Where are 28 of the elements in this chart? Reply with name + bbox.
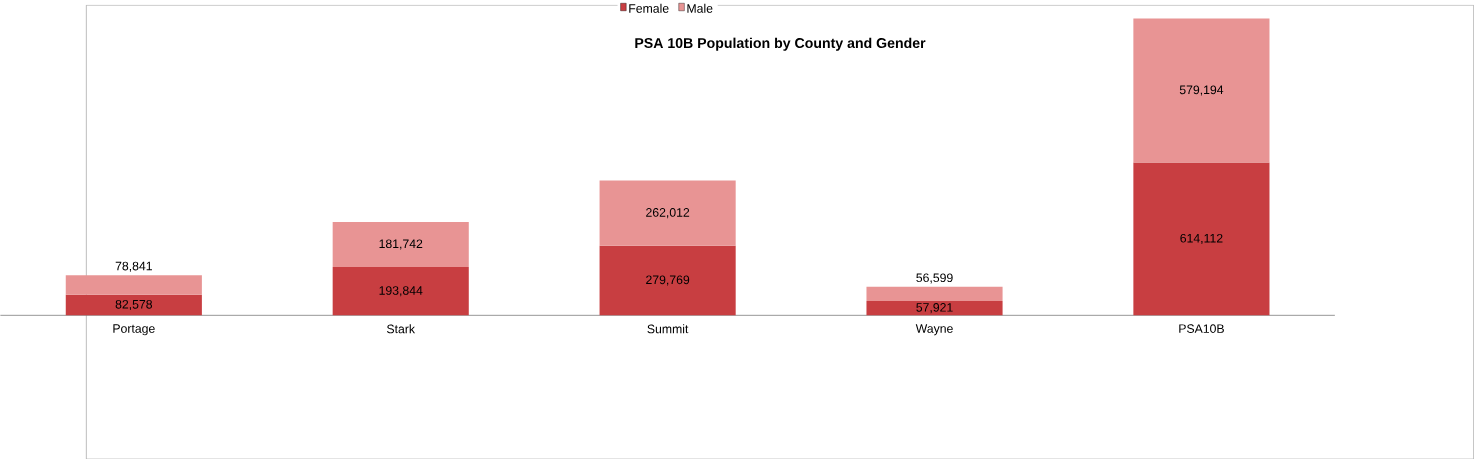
bar <box>1133 162 1270 316</box>
bar <box>332 221 469 267</box>
text: PSA 10B Population by County and Gender <box>635 37 926 51</box>
data-label: 579,194 <box>1179 85 1224 96</box>
data-label: 279,769 <box>646 275 690 286</box>
data-label: 56,599 <box>916 273 953 284</box>
legend-label: Female <box>629 3 669 13</box>
bar <box>866 300 1003 316</box>
x-tick-label: Summit <box>647 324 689 334</box>
bar <box>332 266 469 316</box>
bar <box>65 294 202 316</box>
bar <box>1133 18 1270 163</box>
bar <box>866 286 1003 301</box>
x-tick-label: Wayne <box>915 324 953 336</box>
bar <box>65 274 202 295</box>
data-label: 57,921 <box>916 302 953 313</box>
x-tick-label: Portage <box>113 324 155 336</box>
x-tick-label: Stark <box>387 324 416 334</box>
data-label: 193,844 <box>379 285 423 297</box>
data-label: 181,742 <box>379 239 423 250</box>
bar <box>599 180 736 246</box>
data-label: 82,578 <box>115 299 153 310</box>
data-label: 614,112 <box>1180 233 1223 244</box>
legend-label: Male <box>687 3 713 13</box>
x-tick-label: PSA10B <box>1179 324 1224 333</box>
data-label: 78,841 <box>115 261 152 272</box>
data-label: 262,012 <box>646 207 690 218</box>
bar <box>599 245 736 316</box>
